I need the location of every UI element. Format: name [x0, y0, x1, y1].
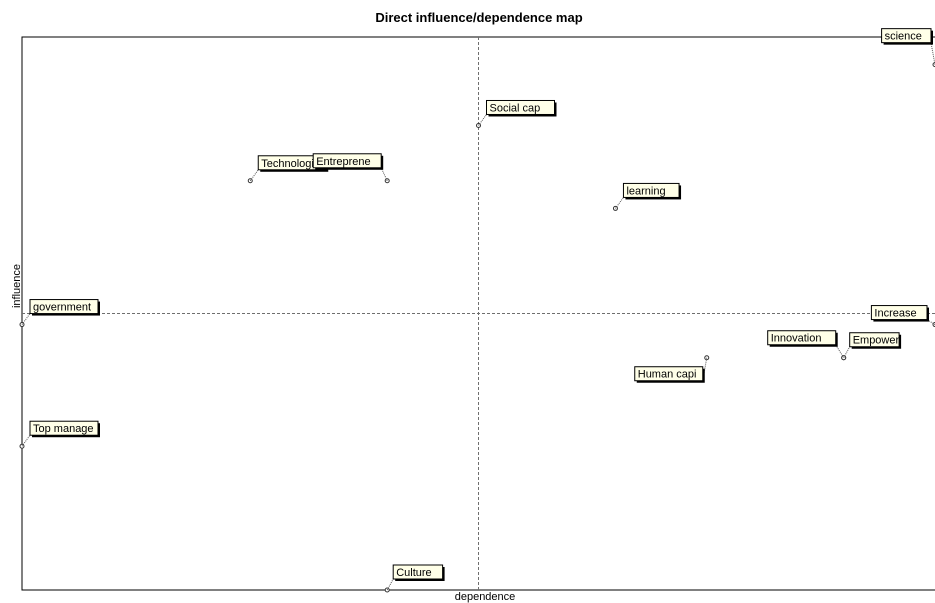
leader-line [615, 197, 624, 209]
leader-line [930, 42, 935, 65]
leader-line [926, 319, 935, 325]
data-point: Human capi [634, 355, 710, 383]
label-box [486, 99, 555, 115]
leader-line [380, 167, 388, 181]
point-label: science [885, 31, 922, 43]
data-point: Technologi [247, 155, 329, 184]
label-box [849, 332, 900, 348]
x-axis-label: dependence [454, 591, 516, 603]
leader-line [21, 434, 31, 447]
point-label: Culture [396, 567, 431, 579]
point-label: Top manage [33, 423, 94, 435]
point-label: Entreprene [316, 156, 370, 168]
data-point: Entreprene [312, 153, 390, 184]
data-point: Innovation [767, 330, 847, 361]
data-point: government [19, 299, 100, 328]
label-box [881, 28, 932, 44]
chart-title: Direct influence/dependence map [375, 10, 583, 25]
label-box [392, 564, 444, 580]
label-box [29, 420, 99, 436]
point-label: government [33, 302, 91, 314]
data-point: Culture [384, 564, 445, 593]
label-box [312, 153, 382, 169]
leader-line [249, 169, 259, 182]
label-box [870, 305, 928, 321]
data-point: learning [612, 182, 682, 211]
data-point: Empower [841, 332, 902, 361]
label-box [634, 366, 704, 382]
data-point: Increase [870, 305, 935, 328]
label-box [622, 182, 680, 198]
point-label: Innovation [771, 333, 822, 345]
data-point: Top manage [19, 420, 100, 449]
leader-line [386, 578, 394, 591]
point-label: learning [626, 185, 665, 197]
label-box [767, 330, 837, 346]
data-point: science [881, 28, 935, 68]
point-label: Social cap [490, 102, 541, 114]
leader-line [843, 346, 851, 358]
point-label: Empower [853, 335, 900, 347]
point-label: Human capi [638, 369, 697, 381]
point-label: Increase [874, 308, 916, 320]
point-label: Technologi [261, 158, 314, 170]
label-box [29, 299, 99, 315]
points-layer: science Social cap Technologi Entreprene lea… [19, 28, 935, 593]
data-point: Social cap [476, 99, 557, 128]
leader-line [21, 313, 31, 325]
y-axis-label: influence [11, 263, 23, 309]
leader-line [835, 344, 845, 359]
leader-line [478, 114, 487, 126]
